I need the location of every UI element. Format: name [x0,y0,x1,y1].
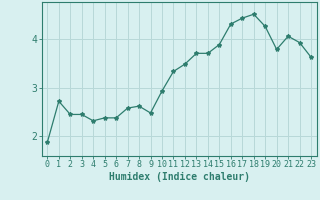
X-axis label: Humidex (Indice chaleur): Humidex (Indice chaleur) [109,172,250,182]
